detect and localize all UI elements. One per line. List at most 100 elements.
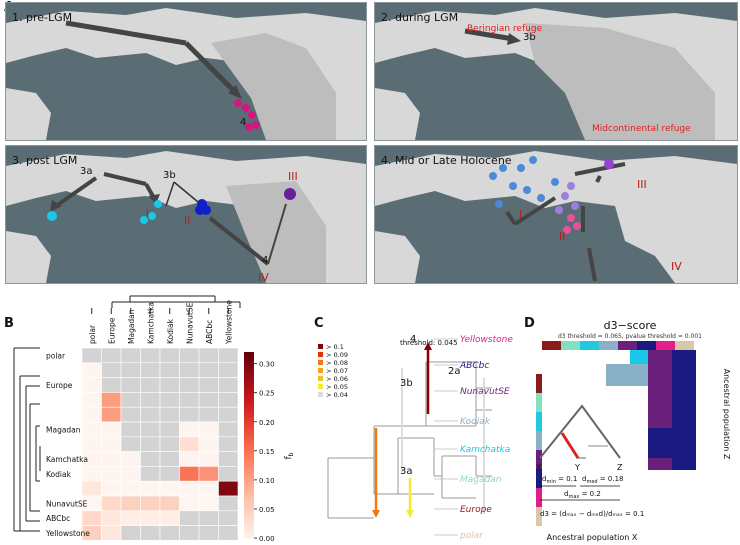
tree-tip-label: ABCbc	[459, 361, 489, 371]
legend-label: > 0.06	[326, 375, 348, 383]
arrow-III	[595, 175, 602, 183]
heatmap-cell	[179, 421, 200, 438]
heatmap-cell	[159, 466, 180, 482]
heatmap-cell	[159, 347, 180, 364]
map-2-svg: 3b Beringian refuge Midcontinental refug…	[375, 8, 737, 140]
heatmap-cell	[120, 421, 141, 438]
heatmap-cell	[179, 466, 200, 482]
heatmap-cell	[179, 347, 200, 364]
d3-dmax: dmax = 0.2	[564, 490, 601, 500]
sample-point	[509, 182, 517, 190]
heatmap-cell	[218, 510, 239, 526]
heatmap-cell	[179, 451, 200, 467]
migration-arrow	[184, 41, 236, 93]
colorbar-segment	[244, 486, 254, 492]
heatmap-col-label: Magadan	[127, 309, 136, 344]
fbranch-heatmap: polar Europe Magadan Kamchatka Kodiak Nunavut…	[13, 295, 295, 543]
sample-point	[195, 205, 205, 215]
heatmap-cell	[179, 362, 200, 378]
sample-point	[561, 192, 569, 200]
d3-panel: d3−score d3 threshold = 0.065, pvalue th…	[536, 319, 731, 542]
heatmap-cell	[159, 421, 180, 438]
d3-cell	[672, 350, 696, 470]
heatmap-row-label: Europe	[46, 381, 73, 390]
d3-top-strip	[637, 341, 656, 350]
heatmap-cell	[218, 362, 239, 378]
d3-tree-z: Z	[617, 463, 623, 472]
heatmap-cell	[101, 525, 122, 541]
heatmap-cell	[120, 406, 141, 423]
colorbar-segment	[244, 435, 254, 441]
colorbar-segment	[244, 528, 254, 534]
sample-point	[489, 172, 497, 180]
heatmap-cell	[198, 377, 219, 393]
heatmap-cell	[198, 451, 219, 467]
sample-point	[284, 188, 296, 200]
arrow-head	[424, 342, 432, 350]
heatmap-cell	[198, 466, 219, 482]
heatmap-cell	[218, 451, 239, 467]
heatmap-cell	[120, 480, 141, 497]
heatmap-col-label: Kamchatka	[146, 302, 155, 344]
colorbar-tick-label: 0.15	[259, 448, 275, 456]
heatmap-cell	[140, 421, 161, 438]
sample-point	[248, 111, 256, 119]
land	[6, 88, 51, 140]
heatmap-cell	[159, 377, 180, 393]
midcontinental-refuge-label: Midcontinental refuge	[592, 124, 691, 134]
heatmap-cell	[101, 421, 122, 438]
heatmap-cell	[159, 392, 180, 408]
legend-swatch	[318, 368, 323, 373]
left-dendrogram	[13, 347, 41, 532]
colorbar-segment	[244, 482, 254, 488]
heatmap-cell	[198, 436, 219, 452]
heatmap-cell	[81, 466, 102, 482]
sample-point	[148, 212, 156, 220]
tree-tip-label: Kamchatka	[460, 445, 510, 455]
heatmap-cell	[140, 362, 161, 378]
heatmap-cell	[101, 347, 122, 364]
d3-formula: d3 = (dₘₐₓ − dₘₑd)/dₘₐₓ = 0.1	[540, 510, 644, 518]
map-post-lgm: 3a 3b 4 I II III IV 3. post LGM	[5, 145, 367, 284]
heatmap-cell	[179, 480, 200, 497]
heatmap-row-label: Magadan	[46, 425, 81, 434]
roman-III: III	[288, 170, 298, 183]
colorbar-segment	[244, 510, 254, 516]
heatmap-cell	[101, 495, 122, 512]
heatmap-cell	[81, 510, 102, 526]
d3-side-strip	[536, 431, 542, 450]
legend-label: > 0.1	[326, 343, 344, 351]
sample-point	[495, 200, 503, 208]
heatmap-cell	[120, 436, 141, 452]
heatmap-row-label: polar	[46, 351, 66, 360]
heatmap-cell	[120, 510, 141, 526]
heatmap-cell	[140, 406, 161, 423]
land	[375, 151, 737, 283]
heatmap-row-label: Yellowstone	[45, 529, 90, 538]
map-3-title: 3. post LGM	[12, 154, 78, 167]
d3-side-strip	[536, 507, 542, 526]
arrow-4	[267, 203, 287, 265]
colorbar-segment	[244, 533, 254, 539]
threshold-label: threshold: 0.045	[400, 339, 458, 347]
colorbar-segment	[244, 449, 254, 455]
d3-side-strip	[536, 393, 542, 412]
sample-point	[573, 222, 581, 230]
colorbar-segment	[244, 407, 254, 413]
colorbar-label: fb	[284, 452, 295, 459]
heatmap-cell	[159, 525, 180, 541]
d3-cell	[648, 398, 672, 428]
colorbar-segment	[244, 472, 254, 479]
heatmap-cell	[198, 495, 219, 512]
ice-sheet	[525, 23, 715, 140]
node-label-3a: 3a	[400, 466, 413, 477]
colorbar-segment	[244, 519, 254, 525]
sample-point	[499, 164, 507, 172]
d3-side-strip	[536, 450, 542, 469]
sample-point	[551, 178, 559, 186]
d3-side-strip	[536, 488, 542, 507]
arrow-3a-west	[54, 176, 98, 208]
arrow-3b	[173, 181, 199, 203]
beringian-refuge-label: Beringian refuge	[467, 24, 543, 34]
heatmap-cell	[101, 362, 122, 378]
